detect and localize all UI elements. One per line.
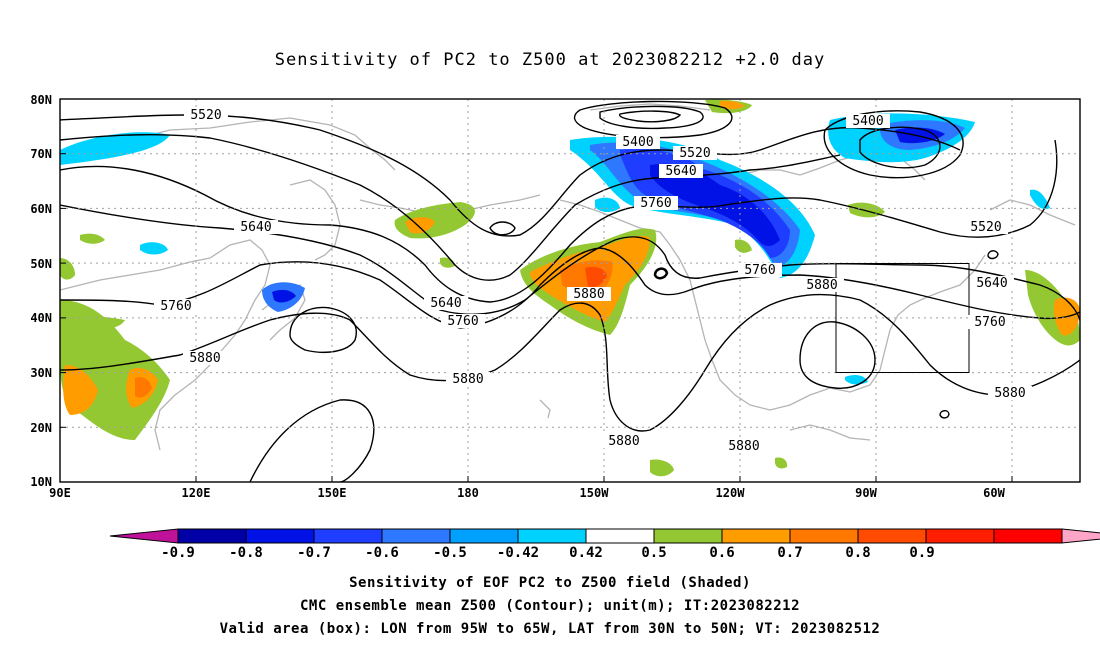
contour-label: 5880 <box>183 351 227 366</box>
svg-text:5760: 5760 <box>744 263 775 278</box>
contour-label: 5880 <box>988 386 1032 401</box>
latitude-labels: 80N 70N 60N 50N 40N 30N 20N 10N <box>30 93 52 489</box>
contour-label: 5760 <box>968 315 1012 330</box>
caption-line-2: CMC ensemble mean Z500 (Contour); unit(m… <box>299 598 800 614</box>
lat-label: 40N <box>30 311 52 325</box>
svg-text:5880: 5880 <box>994 386 1025 401</box>
svg-text:5880: 5880 <box>573 287 604 302</box>
colorbar-segment <box>177 528 247 544</box>
contour-label: 5880 <box>722 439 766 454</box>
contour-label: 5760 <box>154 299 198 314</box>
lon-label: 180 <box>457 486 479 500</box>
colorbar-segment <box>449 528 519 544</box>
colorbar-label: 0.9 <box>909 545 934 561</box>
grid-lines <box>60 99 1080 482</box>
svg-text:5880: 5880 <box>806 278 837 293</box>
contour-label: 5880 <box>446 372 490 387</box>
contour-label: 5520 <box>184 108 228 123</box>
contour-labels: 5520 5640 5760 5880 5640 5760 5880 5880 … <box>154 108 1032 454</box>
svg-text:5760: 5760 <box>974 315 1005 330</box>
colorbar-segment <box>789 528 859 544</box>
colorbar-label: -0.9 <box>161 545 195 561</box>
caption-line-1: Sensitivity of EOF PC2 to Z500 field (Sh… <box>349 575 751 591</box>
colorbar-label: 0.5 <box>641 545 666 561</box>
colorbar-label: -0.5 <box>433 545 467 561</box>
lat-label: 20N <box>30 421 52 435</box>
colorbar-segment <box>313 528 383 544</box>
colorbar-label: 0.6 <box>709 545 734 561</box>
contour-label: 5880 <box>602 434 646 449</box>
contour-label: 5760 <box>441 314 485 329</box>
colorbar-label: -0.6 <box>365 545 399 561</box>
colorbar-segment <box>925 528 995 544</box>
colorbar-label: 0.8 <box>845 545 870 561</box>
map-title: Sensitivity of PC2 to Z500 at 2023082212… <box>274 50 826 70</box>
contour-label: 5400 <box>616 135 660 150</box>
svg-text:5760: 5760 <box>640 196 671 211</box>
colorbar-label: -0.7 <box>297 545 331 561</box>
colorbar-label: 0.7 <box>777 545 802 561</box>
contour-label: 5400 <box>846 114 890 129</box>
contour-label: 5640 <box>234 220 278 235</box>
svg-text:5640: 5640 <box>976 276 1007 291</box>
colorbar-segment <box>653 528 723 544</box>
lat-label: 50N <box>30 257 52 271</box>
svg-text:5640: 5640 <box>430 296 461 311</box>
lat-label: 60N <box>30 202 52 216</box>
lat-label: 80N <box>30 93 52 107</box>
contour-label: 5640 <box>659 164 703 179</box>
lon-label: 150E <box>318 486 347 500</box>
contour-label: 5640 <box>970 276 1014 291</box>
contour-label: 5880 <box>567 287 611 302</box>
lon-label: 150W <box>580 486 610 500</box>
colorbar-label: 0.42 <box>569 545 603 561</box>
colorbar-segment <box>381 528 451 544</box>
contour-label: 5760 <box>634 196 678 211</box>
colorbar-segment <box>585 528 655 544</box>
colorbar-min-arrow <box>109 528 179 544</box>
lat-label: 30N <box>30 366 52 380</box>
svg-text:5640: 5640 <box>665 164 696 179</box>
colorbar <box>109 528 1100 544</box>
colorbar-max-arrow <box>1061 528 1100 544</box>
lat-label: 10N <box>30 475 52 489</box>
contour-label: 5880 <box>800 278 844 293</box>
svg-text:5520: 5520 <box>679 146 710 161</box>
svg-text:5400: 5400 <box>852 114 883 129</box>
lon-label: 60W <box>983 486 1005 500</box>
longitude-labels: 90E 120E 150E 180 150W 120W 90W 60W <box>49 486 1005 500</box>
svg-text:5400: 5400 <box>622 135 653 150</box>
svg-text:5880: 5880 <box>452 372 483 387</box>
lon-label: 120W <box>716 486 746 500</box>
colorbar-label: -0.8 <box>229 545 263 561</box>
svg-text:5640: 5640 <box>240 220 271 235</box>
colorbar-segment <box>857 528 927 544</box>
svg-text:5880: 5880 <box>728 439 759 454</box>
contour-label: 5640 <box>424 296 468 311</box>
contour-label: 5520 <box>673 146 717 161</box>
colorbar-labels: -0.9 -0.8 -0.7 -0.6 -0.5 -0.42 0.42 0.5 … <box>161 545 935 561</box>
lon-label: 90W <box>855 486 877 500</box>
caption-line-3: Valid area (box): LON from 95W to 65W, L… <box>219 621 881 637</box>
svg-text:5880: 5880 <box>189 351 220 366</box>
svg-text:5760: 5760 <box>447 314 478 329</box>
colorbar-segment <box>993 528 1063 544</box>
plot-frame <box>59 98 1081 483</box>
axis-ticks <box>60 98 1013 482</box>
contour-label: 5760 <box>738 263 782 278</box>
svg-text:5520: 5520 <box>970 220 1001 235</box>
contour-label: 5520 <box>964 220 1008 235</box>
colorbar-segment <box>245 528 315 544</box>
lat-label: 70N <box>30 147 52 161</box>
svg-text:5760: 5760 <box>160 299 191 314</box>
svg-text:5520: 5520 <box>190 108 221 123</box>
lon-label: 120E <box>182 486 211 500</box>
lon-label: 90E <box>49 486 71 500</box>
svg-text:5880: 5880 <box>608 434 639 449</box>
colorbar-label: -0.42 <box>497 545 539 561</box>
colorbar-segment <box>721 528 791 544</box>
colorbar-segment <box>517 528 587 544</box>
z500-contours <box>60 100 1080 482</box>
